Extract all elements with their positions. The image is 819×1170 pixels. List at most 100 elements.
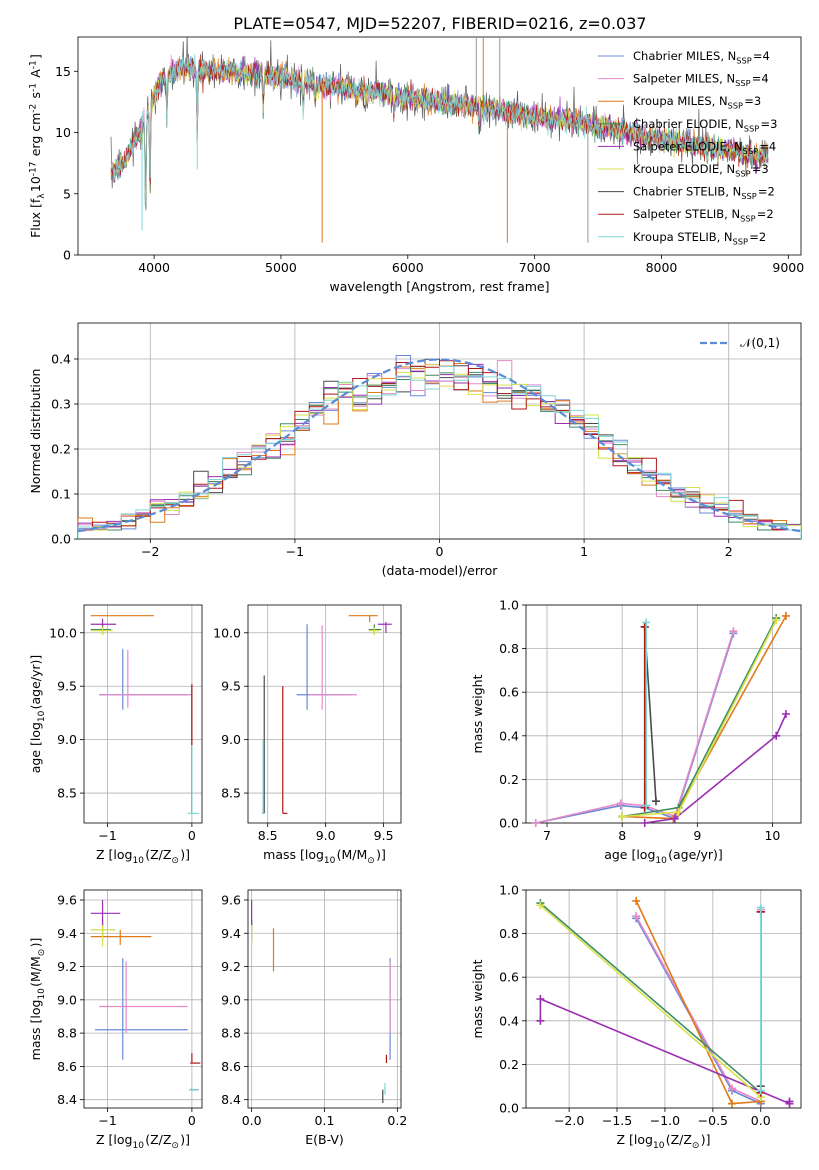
x-tick-label: 8.5: [258, 828, 278, 843]
x-tick-label: 5000: [265, 260, 297, 275]
age_vs_mass-points: [261, 615, 392, 814]
y-tick-label: 9.0: [221, 732, 241, 747]
weight_vs_age-ylabel: mass weight: [470, 674, 485, 753]
age_vs_mass-frame: [247, 604, 402, 824]
x-tick-label: 9000: [772, 260, 804, 275]
weight_vs_age-frame: [525, 604, 802, 824]
x-tick-label: −1.0: [650, 1113, 680, 1128]
y-tick-label: 8.8: [221, 1026, 241, 1041]
y-tick-label: 8.5: [221, 786, 241, 801]
y-tick-label: 9.2: [57, 959, 77, 974]
legend-entry-label: Chabrier MILES, NSSP =4: [633, 49, 770, 65]
spectrum-line-8: [110, 53, 769, 207]
age_vs_mass-xlabel: mass [log10 (M/M⊙ )]: [263, 847, 386, 866]
x-tick-label: 0.0: [751, 1113, 771, 1128]
weight_vs_Z-grid: [526, 889, 801, 1109]
y-tick-label: 8.4: [57, 1092, 77, 1107]
y-tick-label: 0.1: [51, 487, 71, 502]
mass_vs_EBV-grid: [248, 890, 401, 1108]
weight_vs_Z-ylabel: mass weight: [470, 959, 485, 1038]
residuals-frame: [77, 322, 802, 540]
legend-entry-label: Kroupa STELIB, NSSP =2: [633, 230, 766, 246]
mass_vs_Z-xlabel: Z [log10 (Z/Z⊙ )]: [96, 1132, 190, 1151]
legend-entry-label: Salpeter STELIB, NSSP =2: [633, 207, 774, 223]
mass_vs_EBV-ticks: 0.0 0.1 0.2 8.4 8.6 8.8 9.0 9.2 9.4 9.6: [221, 892, 407, 1128]
x-tick-label: 0.0: [242, 1113, 262, 1128]
normal-curve: [78, 358, 801, 533]
weight-marker: [756, 903, 765, 912]
y-tick-label: 8.6: [57, 1059, 77, 1074]
legend-entry-label: Kroupa ELODIE, NSSP =3: [633, 162, 769, 178]
y-tick-label: 9.0: [57, 992, 77, 1007]
weight_vs_age-xlabel: age [log10 (age/yr)]: [604, 847, 723, 866]
mass_vs_Z-frame: [83, 889, 203, 1109]
weight_vs_Z-xlabel: Z [log10 (Z/Z⊙ )]: [617, 1132, 711, 1151]
x-tick-label: −0.5: [698, 1113, 728, 1128]
weight-marker: [781, 710, 790, 718]
weight-marker: [772, 731, 781, 740]
y-tick-label: 1.0: [499, 883, 519, 898]
residuals-xlabel: (data-model)/error: [382, 563, 499, 578]
weight-marker: [632, 896, 641, 905]
y-tick-label: 1.0: [499, 598, 519, 613]
mass_vs_EBV-xlabel: E(B-V): [305, 1132, 344, 1147]
y-tick-label: 0.6: [499, 970, 519, 985]
age_vs_Z-frame: [83, 604, 203, 824]
weight-marker: [728, 1099, 737, 1108]
y-tick-label: 0: [63, 248, 71, 263]
weight-marker: [616, 799, 625, 808]
y-tick-label: 0.8: [499, 641, 519, 656]
x-tick-label: 9.0: [316, 828, 336, 843]
y-tick-label: 0.4: [51, 352, 71, 367]
x-tick-label: 0.1: [315, 1113, 335, 1128]
y-tick-label: 9.4: [57, 926, 77, 941]
weight_vs_age-ticks: 7 8 9 10 0.0 0.2 0.4 0.6 0.8 1.0: [499, 598, 780, 844]
weight-marker: [781, 611, 790, 620]
y-tick-label: 0.3: [51, 397, 71, 412]
y-tick-label: 0.0: [499, 816, 519, 831]
weight-marker: [785, 1097, 794, 1106]
age_vs_Z-points: [90, 615, 199, 814]
weight-line: [539, 904, 762, 1098]
legend-entry-label: Chabrier STELIB, NSSP =2: [633, 185, 775, 201]
x-tick-label: −1: [286, 544, 304, 559]
weight-marker: [536, 901, 545, 910]
x-tick-label: 7: [543, 828, 551, 843]
normal-legend-label: 𝒩(0,1): [740, 336, 780, 350]
spectrum-frame: [77, 36, 802, 256]
mass_vs_Z-ticks: −1 0 8.4 8.6 8.8 9.0 9.2 9.4 9.6: [57, 892, 196, 1128]
figure-title: PLATE=0547, MJD=52207, FIBERID=0216, z=0…: [233, 14, 646, 33]
y-tick-label: 9.0: [221, 992, 241, 1007]
weight-marker: [674, 808, 683, 817]
y-tick-label: 9.0: [57, 732, 77, 747]
mass_vs_Z-grid: [84, 890, 202, 1108]
x-tick-label: 2: [725, 544, 733, 559]
legend-entry-label: Chabrier ELODIE, NSSP =3: [633, 117, 777, 133]
weight-marker: [642, 618, 651, 627]
residuals-ticks: −2 −1 0 1 2 0.0 0.1 0.2 0.3 0.4: [51, 352, 733, 560]
x-tick-label: 6000: [392, 260, 424, 275]
y-tick-label: 0.4: [499, 728, 519, 743]
weight_vs_age-series: [531, 611, 790, 827]
x-tick-label: 9.5: [374, 828, 394, 843]
y-tick-label: 0.2: [499, 1057, 519, 1072]
y-tick-label: 0.4: [499, 1013, 519, 1028]
histogram-traces: [78, 355, 801, 539]
weight-marker: [618, 812, 627, 821]
weight_vs_Z-ticks: −2.0 −1.5 −1.0 −0.5 0.0 0.0 0.2 0.4 0.6 0.8 1.0: [499, 883, 771, 1129]
y-tick-label: 10.0: [49, 625, 77, 640]
weight-marker: [670, 814, 679, 823]
spectrum-traces: [110, 37, 769, 243]
weight-marker: [729, 627, 738, 636]
spectrum-xlabel: wavelength [Angstrom, rest frame]: [329, 279, 549, 294]
y-tick-label: 0.6: [499, 685, 519, 700]
age_vs_mass-axes: 8.5 9.0 9.5 8.5 9.0 9.5 10.0 mass [log10 (M/M⊙ …: [213, 604, 402, 866]
age_vs_Z-grid: [84, 605, 202, 823]
y-tick-label: 9.6: [57, 892, 77, 907]
age_vs_Z-xlabel: Z [log10 (Z/Z⊙ )]: [96, 847, 190, 866]
x-tick-label: −1: [98, 1113, 116, 1128]
mass_vs_EBV-axes: 0.0 0.1 0.2 8.4 8.6 8.8 9.0 9.2 9.4 9.6 E(B-V): [221, 889, 407, 1147]
mass_vs_Z-axes: −1 0 8.4 8.6 8.8 9.0 9.2 9.4 9.6 Z [log10 (Z/Z⊙ )…: [28, 889, 203, 1151]
residuals-ylabel: Normed distribution: [28, 369, 43, 494]
